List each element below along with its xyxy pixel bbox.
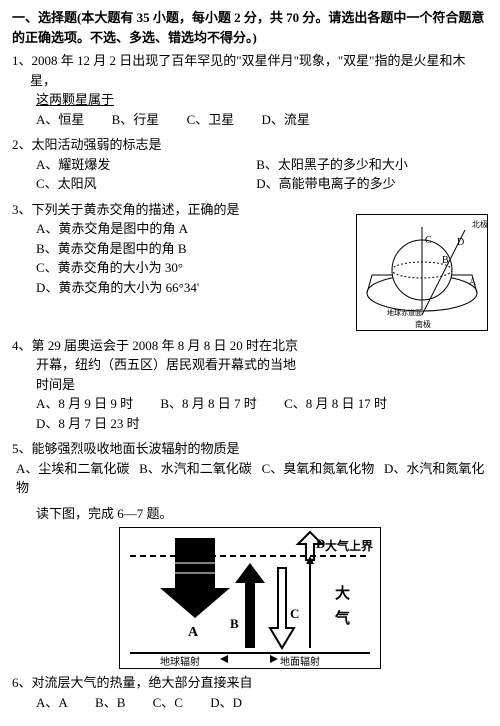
- q2-options: A、耀斑爆发 B、太阳黑子的多少和大小 C、太阳风 D、高能带电离子的多少: [12, 155, 488, 194]
- q6-option-d: D、D: [210, 693, 242, 713]
- q3-option-c: C、黄赤交角的大小为 30°: [36, 258, 336, 278]
- q3-figure: 北极星 A B C D 地球赤道面 南极: [356, 214, 488, 331]
- question-2: 2、太阳活动强弱的标志是 A、耀斑爆发 B、太阳黑子的多少和大小 C、太阳风 D…: [12, 135, 488, 194]
- q5-options: A、尘埃和二氧化碳 B、水汽和二氧化碳 C、臭氧和氮氧化物 D、水汽和氮氧化物: [12, 459, 488, 498]
- q1-text-a: 2008 年 12 月 2 日出现了百年罕见的"双星伴月"现象，"双星"指的是火…: [30, 53, 466, 88]
- q2-option-b: B、太阳黑子的多少和大小: [256, 155, 473, 175]
- question-3: 3、下列关于黄赤交角的描述，正确的是 A、黄赤交角是图中的角 A B、黄赤交角是…: [12, 200, 488, 330]
- q5-text: 能够强烈吸收地面长波辐射的物质是: [32, 441, 240, 456]
- section-title: 一、选择题(本大题有 35 小题，每小题 2 分，共 70 分。请选出各题中一个…: [12, 8, 488, 47]
- q5-number: 5、: [12, 441, 32, 456]
- fig-label-eq: 地球赤道面: [387, 308, 422, 317]
- q5-option-b: B、水汽和二氧化碳: [139, 461, 252, 476]
- fig2-atm2: 气: [334, 609, 350, 627]
- figure-6-7: 大气上界 A B C D 大 气 地球辐射 地面辐射: [119, 527, 381, 669]
- q3-options: A、黄赤交角是图中的角 A B、黄赤交角是图中的角 B C、黄赤交角的大小为 3…: [12, 219, 336, 297]
- q6-stem: 6、对流层大气的热量，绝大部分直接来自: [12, 673, 488, 693]
- q5-stem: 5、能够强烈吸收地面长波辐射的物质是: [12, 439, 488, 459]
- q2-option-d: D、高能带电离子的多少: [256, 174, 473, 194]
- q1-option-b: B、行星: [112, 110, 160, 130]
- fig2-B: B: [230, 616, 239, 631]
- q6-text: 对流层大气的热量，绝大部分直接来自: [32, 675, 253, 690]
- q2-number: 2、: [12, 137, 32, 152]
- q4-number: 4、: [12, 338, 32, 353]
- fig2-C: C: [290, 606, 299, 621]
- fig-label-D: D: [457, 237, 464, 248]
- q2-option-c: C、太阳风: [36, 174, 253, 194]
- q6-number: 6、: [12, 675, 32, 690]
- q4-text2: 开幕，纽约（西五区）居民观看开幕式的当地: [12, 355, 488, 375]
- q5-option-a: A、尘埃和二氧化碳: [16, 461, 129, 476]
- fig-label-C: C: [425, 235, 432, 246]
- question-4: 4、第 29 届奥运会于 2008 年 8 月 8 日 20 时在北京 开幕，纽…: [12, 336, 488, 434]
- q3-number: 3、: [12, 202, 32, 217]
- q3-option-b: B、黄赤交角是图中的角 B: [36, 239, 336, 259]
- q6-option-b: B、B: [95, 693, 125, 713]
- q4-option-b: B、8 月 8 日 7 时: [160, 394, 256, 414]
- q2-text: 太阳活动强弱的标志是: [32, 137, 162, 152]
- q4-option-c: C、8 月 8 日 17 时: [284, 394, 387, 414]
- fig2-atm1: 大: [335, 584, 350, 602]
- q5-option-c: C、臭氧和氮氧化物: [262, 461, 375, 476]
- fig-label-n: 北极星: [472, 219, 487, 229]
- q4-option-d: D、8 月 7 日 23 时: [36, 414, 140, 434]
- q1-text-b: 这两颗星属于: [12, 90, 488, 110]
- q1-options: A、恒星 B、行星 C、卫星 D、流星: [12, 110, 488, 130]
- fig2-A: A: [188, 625, 199, 640]
- q1-stem-line1: 1、2008 年 12 月 2 日出现了百年罕见的"双星伴月"现象，"双星"指的…: [12, 51, 488, 90]
- caption-6-7: 读下图，完成 6—7 题。: [12, 504, 488, 524]
- fig-label-A: A: [469, 277, 477, 288]
- fig2-gr: 地面辐射: [280, 655, 320, 668]
- q1-option-c: C、卫星: [187, 110, 235, 130]
- q1-option-a: A、恒星: [36, 110, 84, 130]
- q2-stem: 2、太阳活动强弱的标志是: [12, 135, 488, 155]
- fig2-top: 大气上界: [325, 538, 373, 553]
- q1-option-d: D、流星: [261, 110, 309, 130]
- q1-number: 1、: [12, 53, 32, 68]
- fig-label-B: B: [442, 255, 449, 266]
- q4-option-a: A、8 月 9 日 9 时: [36, 394, 133, 414]
- question-6: 6、对流层大气的热量，绝大部分直接来自 A、A B、B C、C D、D: [12, 673, 488, 712]
- q4-options: A、8 月 9 日 9 时 B、8 月 8 日 7 时 C、8 月 8 日 17…: [12, 394, 488, 433]
- q4-stem1: 4、第 29 届奥运会于 2008 年 8 月 8 日 20 时在北京: [12, 336, 488, 356]
- fig2-gl: 地球辐射: [160, 655, 200, 668]
- fig2-D: D: [316, 536, 325, 551]
- q4-text1: 第 29 届奥运会于 2008 年 8 月 8 日 20 时在北京: [32, 338, 299, 353]
- question-5: 5、能够强烈吸收地面长波辐射的物质是 A、尘埃和二氧化碳 B、水汽和二氧化碳 C…: [12, 439, 488, 498]
- q3-text: 下列关于黄赤交角的描述，正确的是: [32, 202, 240, 217]
- q6-option-a: A、A: [36, 693, 68, 713]
- q3-option-a: A、黄赤交角是图中的角 A: [36, 219, 336, 239]
- q2-option-a: A、耀斑爆发: [36, 155, 253, 175]
- q6-option-c: C、C: [153, 693, 183, 713]
- fig-label-s: 南极: [415, 319, 431, 329]
- q3-option-d: D、黄赤交角的大小为 66°34': [36, 278, 336, 298]
- q6-options: A、A B、B C、C D、D: [12, 693, 488, 713]
- q4-text3: 时间是: [12, 375, 488, 395]
- question-1: 1、2008 年 12 月 2 日出现了百年罕见的"双星伴月"现象，"双星"指的…: [12, 51, 488, 129]
